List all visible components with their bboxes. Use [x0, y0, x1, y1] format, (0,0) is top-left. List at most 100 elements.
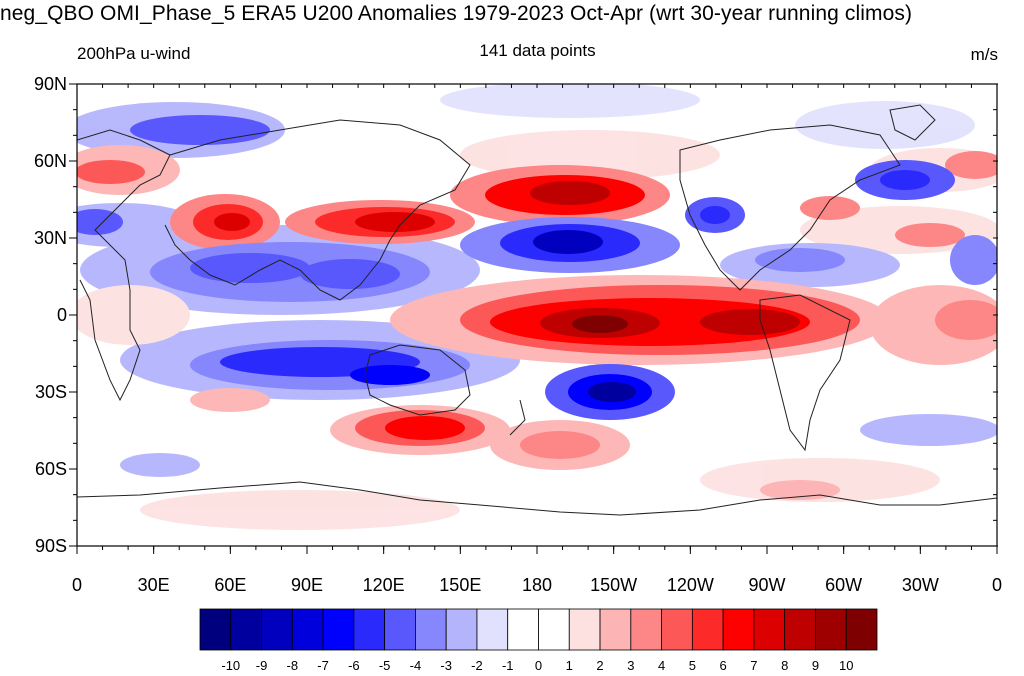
colorbar-swatch — [476, 608, 509, 651]
colorbar-label: -6 — [348, 658, 360, 673]
colorbar-labels: -10 -9 -8 -7 -6 -5 -4 -3 -2 -1 0 1 2 3 4 5 6 7 8 9 10 — [221, 658, 853, 673]
contour-patch — [140, 490, 460, 530]
colorbar-swatch — [384, 608, 416, 651]
lon-tick-label: 180 — [522, 575, 552, 595]
contour-patch — [130, 115, 270, 145]
contour-patch — [880, 170, 930, 190]
colorbar-swatch — [784, 608, 816, 651]
colorbar-label: 10 — [839, 658, 853, 673]
negative-anomaly-layer — [77, 115, 997, 420]
contour-patch — [700, 206, 730, 224]
lon-tick-label: 0 — [992, 575, 1002, 595]
contour-patch — [588, 382, 636, 402]
colorbar-label: 4 — [658, 658, 665, 673]
colorbar-swatch — [415, 608, 447, 651]
colorbar-label: 8 — [781, 658, 788, 673]
lat-tick-label: 30N — [34, 228, 67, 248]
lon-tick-label: 30W — [902, 575, 939, 595]
lat-tick-label: 60N — [34, 151, 67, 171]
lat-tick-label: 60S — [35, 459, 67, 479]
variable-label: 200hPa u-wind — [77, 44, 191, 63]
lat-tick-label: 0 — [57, 305, 67, 325]
colorbar-swatch — [230, 608, 262, 651]
contour-patch — [350, 365, 430, 385]
lon-tick-label: 90W — [748, 575, 785, 595]
lon-tick-label: 120W — [667, 575, 714, 595]
colorbar-swatch — [538, 608, 570, 651]
colorbar-swatch — [199, 608, 232, 651]
contour-patch — [860, 414, 997, 446]
contour-patch — [530, 181, 610, 205]
colorbar-swatch — [722, 608, 755, 651]
lon-tick-label: 0 — [72, 575, 82, 595]
lat-tick-label: 90S — [35, 536, 67, 556]
contour-patch — [950, 235, 997, 285]
antarctica-coast — [77, 481, 997, 516]
colorbar-label: -3 — [440, 658, 452, 673]
greenland-coast — [889, 104, 936, 141]
south-america-coast — [759, 294, 851, 452]
colorbar-label: -1 — [502, 658, 514, 673]
colorbar-label: 1 — [566, 658, 573, 673]
contour-patch — [533, 230, 603, 254]
new-zealand-coast — [509, 399, 526, 436]
contour-patch — [795, 101, 975, 149]
lon-tick-label: 150W — [590, 575, 637, 595]
lon-tick-label: 30E — [138, 575, 170, 595]
anomaly-field — [77, 84, 997, 546]
lon-tick-label: 60E — [214, 575, 246, 595]
contour-patch — [520, 431, 600, 459]
contour-patch — [77, 160, 145, 184]
colorbar-label: -9 — [256, 658, 268, 673]
colorbar-swatch — [322, 608, 355, 651]
contour-patch — [700, 458, 940, 502]
map-title: neg_QBO OMI_Phase_5 ERA5 U200 Anomalies … — [0, 2, 913, 25]
coastlines — [77, 104, 997, 516]
lat-tick-label: 30S — [35, 382, 67, 402]
colorbar — [199, 608, 878, 651]
units-label: m/s — [970, 45, 998, 64]
lon-tick-label: 60W — [825, 575, 862, 595]
colorbar-label: 5 — [689, 658, 696, 673]
latitude-labels: 90N 60N 30N 0 30S 60S 90S — [34, 74, 67, 556]
australia-coast — [364, 344, 471, 416]
colorbar-label: 3 — [627, 658, 634, 673]
lon-tick-label: 120E — [363, 575, 405, 595]
colorbar-swatch — [691, 608, 724, 651]
colorbar-swatch — [845, 608, 878, 651]
colorbar-swatch — [261, 608, 293, 651]
colorbar-swatch — [291, 608, 324, 651]
contour-patch — [355, 212, 435, 232]
contour-patch — [755, 248, 845, 272]
colorbar-swatch — [630, 608, 662, 651]
longitude-labels: 0 30E 60E 90E 120E 150E 180 150W 120W 90W 60W 30W 0 — [72, 575, 1002, 595]
colorbar-swatch — [661, 608, 693, 651]
sample-count-label: 141 data points — [479, 41, 596, 60]
contour-patch — [120, 453, 200, 477]
colorbar-label: 0 — [535, 658, 542, 673]
contour-patch — [700, 309, 800, 335]
colorbar-swatch — [815, 608, 847, 651]
contour-patch — [895, 223, 965, 247]
contour-patch — [190, 388, 270, 412]
contour-patch — [385, 416, 465, 440]
colorbar-swatch — [507, 608, 539, 651]
contour-patch — [935, 300, 997, 340]
colorbar-swatch — [599, 608, 632, 651]
lon-tick-label: 90E — [291, 575, 323, 595]
contour-patch — [190, 253, 310, 283]
colorbar-label: -8 — [287, 658, 299, 673]
colorbar-label: -5 — [379, 658, 391, 673]
colorbar-label: -2 — [471, 658, 483, 673]
lon-tick-label: 150E — [439, 575, 481, 595]
contour-patch — [214, 213, 250, 231]
colorbar-label: 9 — [812, 658, 819, 673]
contour-patch — [77, 209, 123, 235]
contour-patch — [440, 84, 700, 118]
colorbar-swatch — [445, 608, 478, 651]
colorbar-label: 2 — [596, 658, 603, 673]
africa-europe-coast — [77, 129, 171, 402]
asia-coast — [164, 119, 471, 301]
contour-patch — [800, 196, 860, 220]
contour-patch — [945, 151, 997, 179]
